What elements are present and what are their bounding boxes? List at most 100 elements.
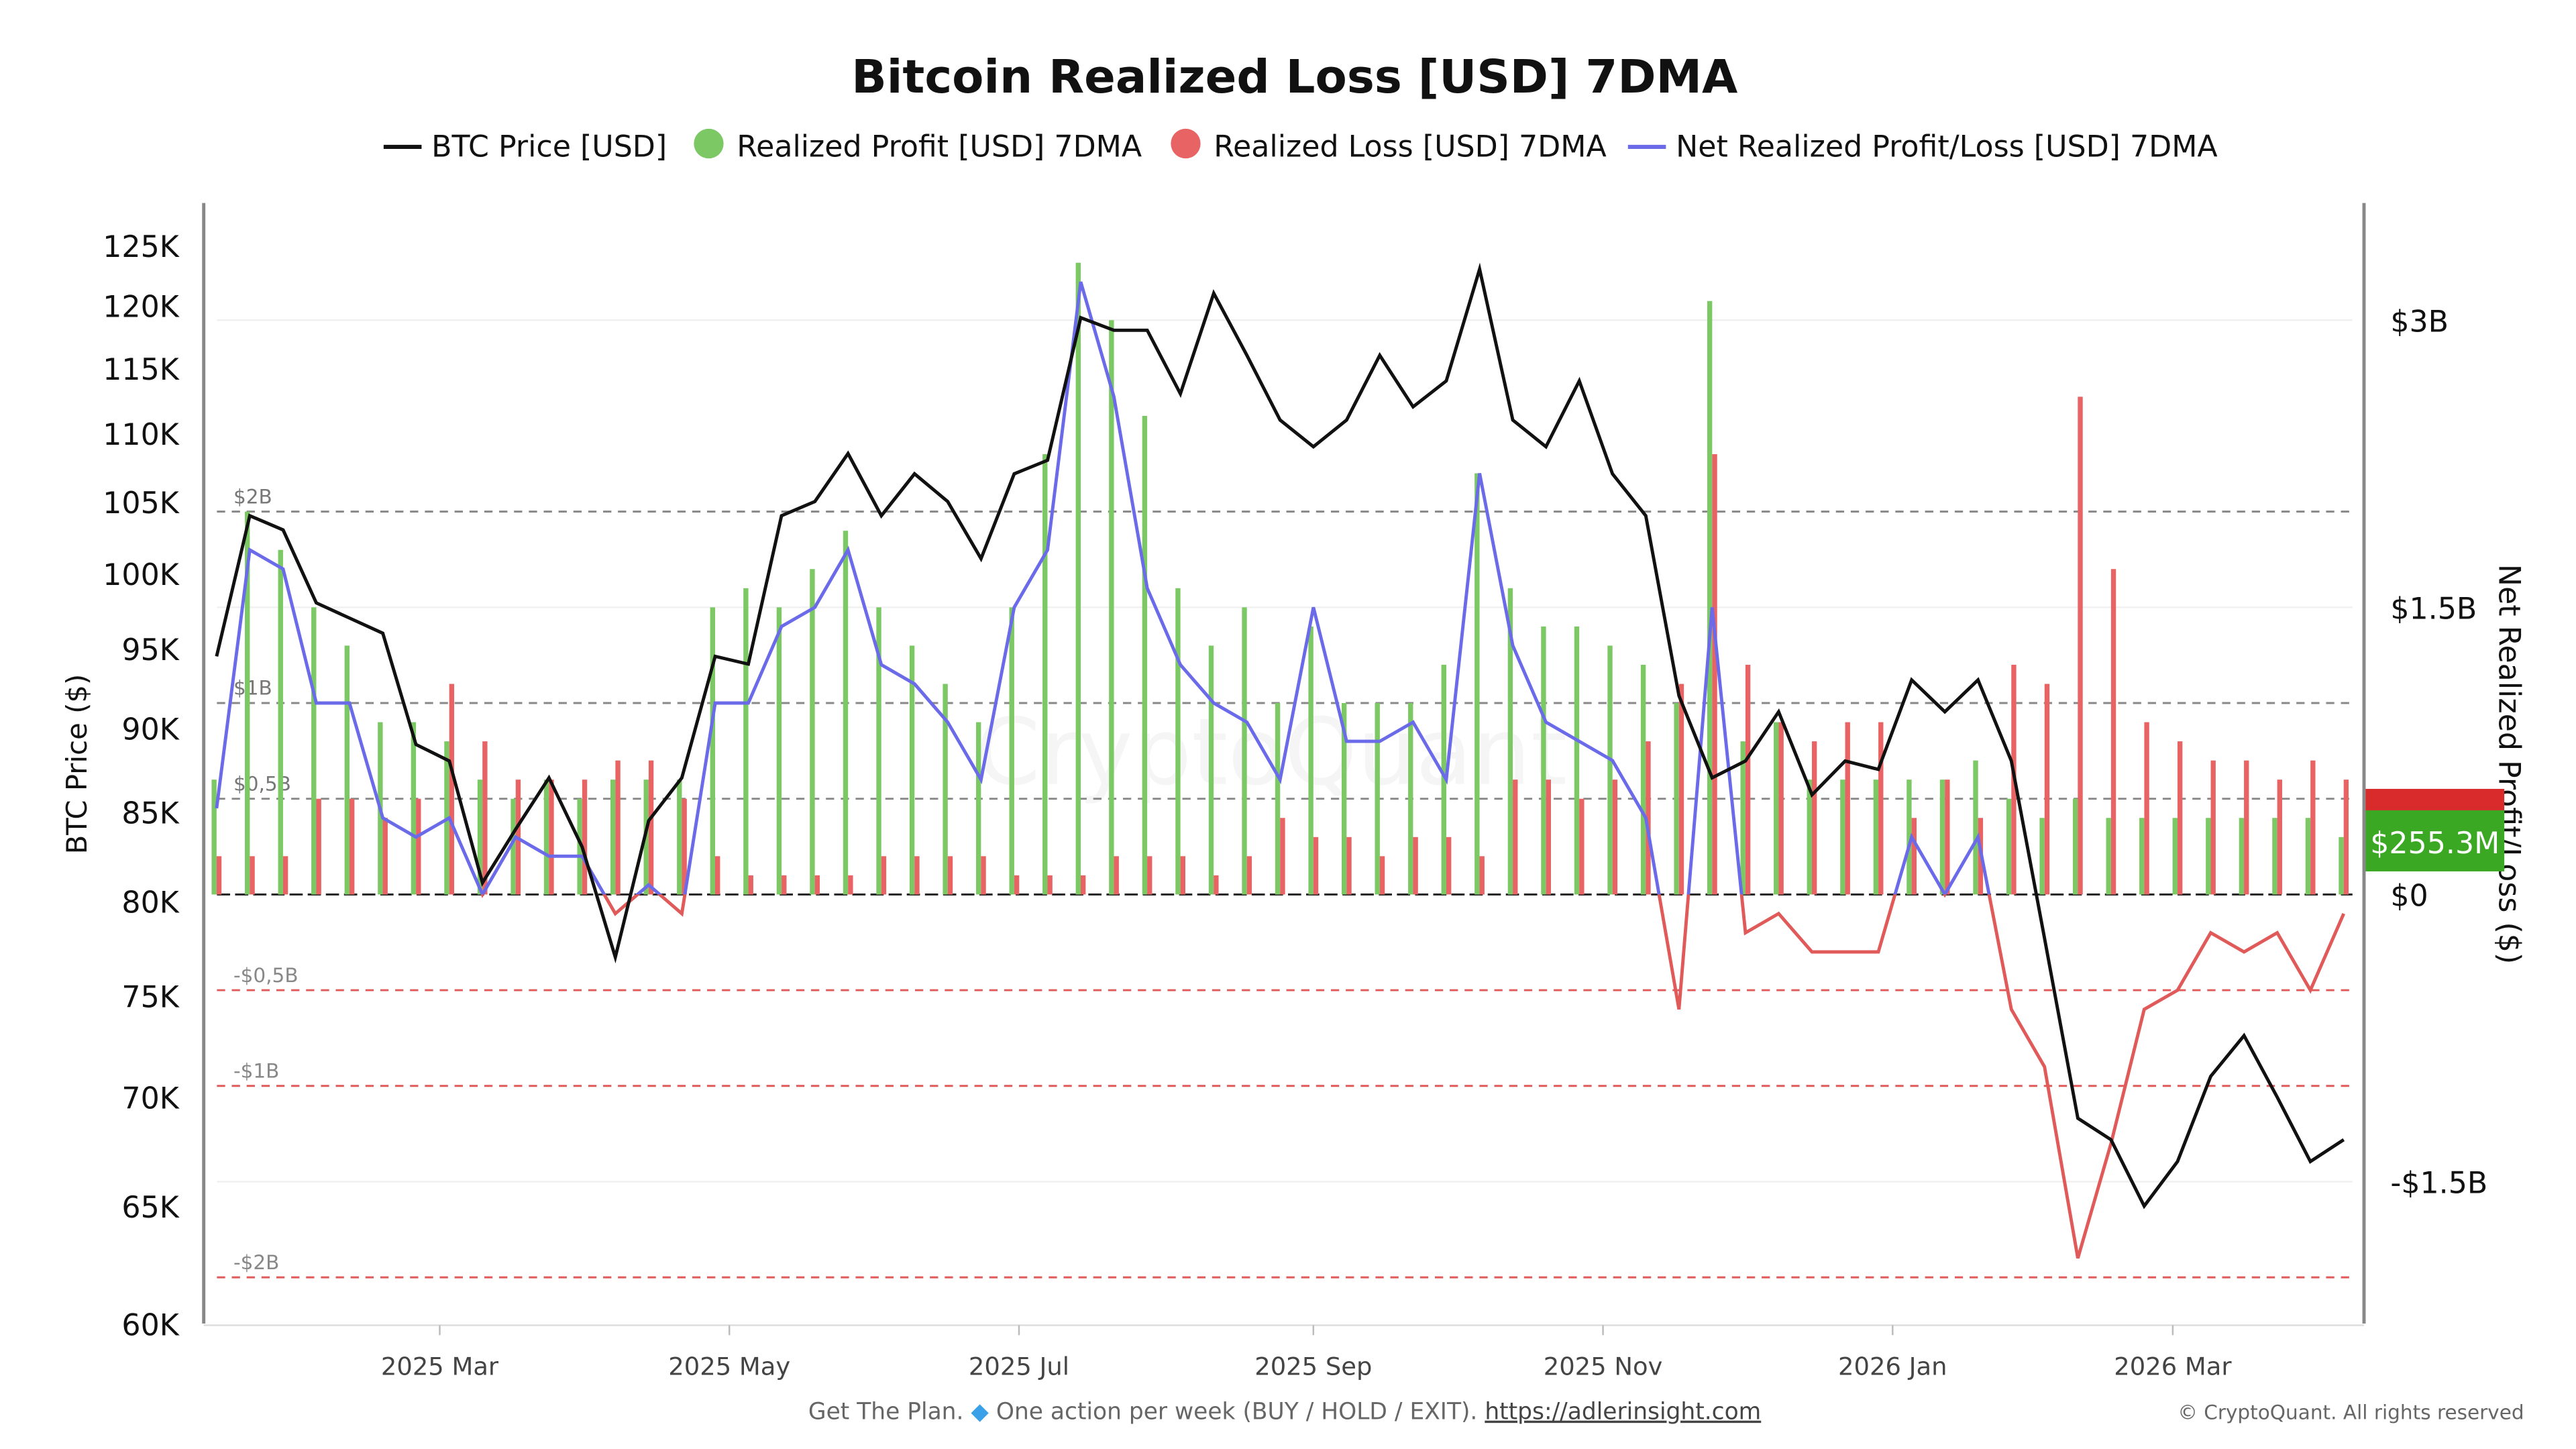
- loss-bar: [947, 856, 953, 895]
- profit-bar: [843, 531, 849, 895]
- profit-bar: [411, 722, 417, 895]
- right-axis-label: Net Realized Profit/Loss ($): [2492, 564, 2526, 964]
- x-axis-ticks: 2025 Mar 2025 May 2025 Jul 2025 Sep 2025 Nov…: [381, 1325, 2232, 1381]
- profit-bar: [776, 607, 782, 895]
- profit-bar: [710, 607, 716, 895]
- legend-dot-icon: [694, 128, 724, 159]
- profit-bar: [1740, 741, 1746, 895]
- loss-bar: [1546, 780, 1552, 895]
- profit-bar: [577, 798, 582, 895]
- reference-line-label: $1B: [233, 677, 272, 700]
- profit-bar: [2072, 798, 2078, 895]
- profit-bar: [2339, 837, 2344, 895]
- reference-line-label: $2B: [233, 485, 272, 508]
- left-tick-label: 75K: [121, 981, 179, 1015]
- legend-item-price[interactable]: BTC Price [USD]: [383, 130, 667, 164]
- loss-bar: [216, 856, 222, 895]
- profit-bar: [1441, 664, 1446, 895]
- profit-bar: [1574, 626, 1580, 895]
- profit-bar: [511, 798, 516, 895]
- profit-bar: [1674, 703, 1679, 895]
- left-tick-label: 65K: [121, 1191, 179, 1225]
- profit-bar: [1507, 588, 1513, 895]
- profit-bar: [1973, 760, 1978, 895]
- profit-bar: [311, 607, 317, 895]
- profit-bar: [677, 780, 682, 895]
- last-profit-value: $255.3M: [2370, 826, 2500, 861]
- reference-line-label: -$0,5B: [233, 964, 299, 987]
- profit-bar: [2305, 818, 2311, 895]
- profit-bar: [810, 569, 815, 895]
- loss-bar: [1214, 875, 1219, 895]
- left-tick-label: 90K: [121, 712, 179, 747]
- profit-bar: [477, 780, 483, 895]
- x-tick-label: 2025 Sep: [1254, 1352, 1372, 1381]
- loss-bar: [615, 760, 621, 895]
- x-tick-label: 2025 May: [668, 1352, 790, 1381]
- profit-bar: [1042, 454, 1048, 895]
- loss-bar: [1047, 875, 1053, 895]
- loss-bar: [1712, 454, 1717, 895]
- profit-bar: [610, 780, 616, 895]
- loss-bar: [2343, 780, 2349, 895]
- legend-label: Net Realized Profit/Loss [USD] 7DMA: [1676, 130, 2218, 164]
- loss-bar: [582, 780, 588, 895]
- loss-bar: [1180, 856, 1186, 895]
- profit-bar: [943, 684, 948, 895]
- profit-bar: [876, 607, 881, 895]
- loss-bar: [2110, 569, 2116, 895]
- loss-bar: [1246, 856, 1252, 895]
- legend-item-profit[interactable]: Realized Profit [USD] 7DMA: [694, 128, 1142, 164]
- profit-bar: [1275, 703, 1281, 895]
- loss-bar: [648, 760, 654, 895]
- loss-bar: [782, 875, 787, 895]
- footer-detail: One action per week (BUY / HOLD / EXIT).: [996, 1399, 1478, 1426]
- svg-text:Get The Plan. ◆: Get The Plan. ◆ One action per week (BUY…: [808, 1399, 1761, 1426]
- loss-bar: [1579, 798, 1585, 895]
- reference-lines: $2B$1B$0,5B-$0,5B-$1B-$2B: [217, 485, 2353, 1279]
- profit-bar: [1009, 607, 1014, 895]
- loss-bar: [881, 856, 887, 895]
- watermark: CryptoQuant: [976, 699, 1568, 806]
- footer-promo: Get The Plan.: [808, 1399, 964, 1426]
- reference-line-label: -$2B: [233, 1251, 279, 1274]
- legend-item-loss[interactable]: Realized Loss [USD] 7DMA: [1171, 128, 1607, 164]
- chart-title: Bitcoin Realized Loss [USD] 7DMA: [851, 50, 1737, 104]
- last-loss-badge: [2365, 788, 2505, 812]
- legend-label: Realized Profit [USD] 7DMA: [737, 130, 1142, 164]
- profit-bar: [1175, 588, 1181, 895]
- loss-bar: [1280, 818, 1285, 895]
- loss-bar: [1513, 780, 1518, 895]
- loss-bar: [1413, 837, 1418, 895]
- profit-bar: [1341, 703, 1347, 895]
- left-tick-label: 125K: [103, 230, 179, 264]
- loss-bar: [1379, 856, 1385, 895]
- profit-bar: [1109, 320, 1114, 895]
- loss-bar: [2177, 741, 2183, 895]
- loss-bar: [715, 856, 720, 895]
- last-profit-badge: [2365, 810, 2505, 871]
- loss-bar: [1778, 722, 1784, 895]
- profit-bar: [1408, 703, 1413, 895]
- loss-bar: [748, 875, 753, 895]
- loss-bar: [549, 780, 554, 895]
- x-tick-label: 2025 Jul: [969, 1352, 1069, 1381]
- net-line-negative: [480, 894, 2346, 1259]
- right-tick-label: $1.5B: [2390, 592, 2477, 627]
- loss-bar: [814, 875, 820, 895]
- series-lines: [215, 262, 2346, 1259]
- loss-bar: [382, 818, 388, 895]
- left-tick-label: 120K: [103, 290, 179, 325]
- left-axis-label: BTC Price ($): [60, 674, 93, 855]
- loss-bar: [1878, 722, 1884, 895]
- loss-bar: [2144, 722, 2149, 895]
- profit-bar: [909, 645, 915, 895]
- loss-bar: [2244, 760, 2249, 895]
- legend-item-net[interactable]: Net Realized Profit/Loss [USD] 7DMA: [1627, 130, 2218, 164]
- loss-bar: [1114, 856, 1119, 895]
- profit-bar: [2106, 818, 2111, 895]
- profit-bar: [1707, 301, 1713, 895]
- loss-bar: [1745, 664, 1751, 895]
- profit-bar: [344, 645, 350, 895]
- footer-link[interactable]: https://adlerinsight.com: [1485, 1399, 1761, 1426]
